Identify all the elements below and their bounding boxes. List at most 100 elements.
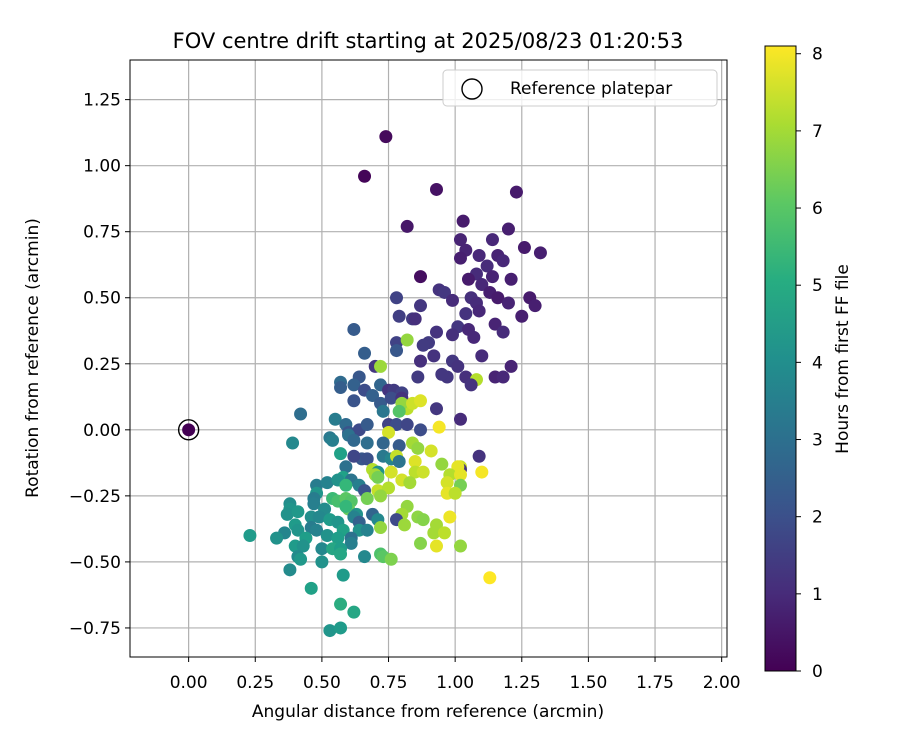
data-point: [472, 304, 486, 318]
y-tick-label: 0.75: [83, 223, 121, 243]
data-point: [304, 581, 318, 595]
data-point: [453, 539, 467, 553]
data-point: [315, 542, 329, 556]
data-point: [517, 241, 531, 255]
data-point: [496, 325, 510, 339]
data-point: [414, 423, 428, 437]
data-point: [358, 550, 372, 564]
data-point: [323, 624, 337, 638]
data-points: [243, 130, 547, 638]
data-point: [390, 344, 404, 358]
colorbar-label: Hours from first FF file: [833, 264, 853, 454]
data-point: [400, 219, 414, 233]
data-point: [424, 444, 438, 458]
data-point: [331, 531, 345, 545]
data-point: [414, 394, 428, 408]
legend: Reference platepar: [442, 69, 718, 107]
data-point: [379, 130, 393, 144]
data-point: [392, 309, 406, 323]
data-point: [286, 436, 300, 450]
data-point: [374, 521, 388, 535]
data-point: [294, 407, 308, 421]
x-axis-ticks: 0.00 0.25 0.50 0.75 1.00 1.25 1.50 1.75 2.00: [170, 657, 741, 693]
colorbar-tick-label: 6: [812, 199, 823, 219]
data-point: [334, 597, 348, 611]
y-tick-label: −0.75: [69, 619, 121, 639]
data-point: [456, 214, 470, 228]
data-point: [347, 449, 361, 463]
data-point: [448, 486, 462, 500]
colorbar-tick-label: 7: [812, 122, 823, 142]
data-point: [283, 563, 297, 577]
data-point: [416, 513, 430, 527]
data-point: [384, 391, 398, 405]
y-axis-label: Rotation from reference (arcmin): [23, 218, 43, 498]
data-point: [483, 571, 497, 585]
data-point: [416, 338, 430, 352]
y-axis-ticks: −0.75 −0.50 −0.25 0.00 0.25 0.50 0.75 1.00 1.25: [69, 91, 130, 639]
data-point: [270, 531, 284, 545]
data-point: [374, 359, 388, 373]
colorbar-gradient: [764, 45, 797, 672]
data-point: [390, 291, 404, 305]
data-point: [243, 528, 257, 542]
chart-title: FOV centre drift starting at 2025/08/23 …: [173, 29, 684, 53]
data-point: [334, 621, 348, 635]
data-point: [344, 536, 358, 550]
data-point: [347, 322, 361, 336]
data-point: [291, 505, 305, 519]
data-point: [491, 291, 505, 305]
data-point: [496, 370, 510, 384]
data-point: [360, 492, 374, 506]
data-point: [334, 547, 348, 561]
data-point: [400, 333, 414, 347]
data-point: [398, 518, 412, 532]
data-point: [347, 378, 361, 392]
data-point: [326, 433, 340, 447]
data-point: [360, 452, 374, 466]
reference-marker: [177, 419, 200, 441]
data-point: [501, 222, 515, 236]
data-point: [280, 507, 294, 521]
data-point: [328, 412, 342, 426]
data-point: [453, 412, 467, 426]
colorbar-tick-label: 0: [812, 662, 823, 682]
data-point: [451, 359, 465, 373]
data-point: [294, 552, 308, 566]
data-point: [440, 476, 454, 490]
x-tick-label: 1.75: [636, 673, 674, 693]
data-point: [339, 499, 353, 513]
data-point: [360, 436, 374, 450]
data-point: [501, 296, 515, 310]
data-point: [528, 299, 542, 313]
colorbar-tick-label: 1: [812, 585, 823, 605]
data-point: [312, 510, 326, 524]
data-point: [392, 404, 406, 418]
data-point: [384, 465, 398, 479]
data-point: [445, 293, 459, 307]
data-point: [315, 555, 329, 569]
y-tick-label: 1.25: [83, 91, 121, 111]
data-point: [414, 299, 428, 313]
x-tick-label: 1.00: [436, 673, 474, 693]
colorbar-tick-label: 2: [812, 508, 823, 528]
data-point: [360, 523, 374, 537]
x-tick-label: 1.25: [503, 673, 541, 693]
y-tick-label: 0.00: [83, 421, 121, 441]
plot-frame: [129, 59, 728, 658]
data-point: [296, 539, 310, 553]
data-point: [504, 272, 518, 286]
data-point: [414, 270, 428, 284]
data-point: [427, 349, 441, 363]
data-point: [382, 481, 396, 495]
data-point: [429, 325, 443, 339]
data-point: [347, 433, 361, 447]
data-point: [435, 457, 449, 471]
data-point: [347, 605, 361, 619]
data-point: [334, 447, 348, 461]
colorbar: 0 1 2 3 4 5 6 7 8 Hours from first FF file: [764, 45, 853, 682]
grid-lines: [130, 60, 727, 657]
data-point: [336, 568, 350, 582]
reference-point-dot: [182, 423, 196, 437]
